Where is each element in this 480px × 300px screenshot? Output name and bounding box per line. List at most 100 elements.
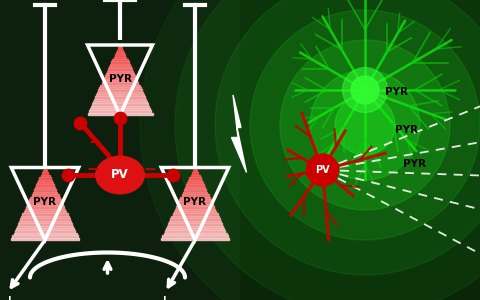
Circle shape bbox=[280, 40, 450, 210]
Bar bbox=[30, 196, 60, 199]
Circle shape bbox=[215, 0, 480, 275]
Bar bbox=[169, 221, 221, 223]
Bar bbox=[36, 184, 54, 187]
Bar bbox=[95, 96, 145, 99]
Bar bbox=[19, 221, 71, 223]
Circle shape bbox=[140, 0, 480, 300]
Bar bbox=[171, 216, 218, 218]
Bar bbox=[38, 180, 52, 182]
Bar bbox=[18, 223, 72, 226]
Bar bbox=[115, 54, 125, 57]
Bar bbox=[106, 73, 134, 75]
Text: +: + bbox=[158, 294, 170, 300]
Bar bbox=[116, 52, 124, 54]
Bar bbox=[107, 71, 133, 73]
Bar bbox=[176, 206, 214, 208]
Text: +: + bbox=[3, 294, 15, 300]
Circle shape bbox=[307, 154, 338, 186]
Bar bbox=[175, 208, 215, 211]
Bar bbox=[103, 80, 137, 82]
Bar bbox=[89, 110, 151, 113]
Bar bbox=[180, 196, 210, 199]
Bar bbox=[181, 194, 208, 196]
Bar bbox=[108, 68, 132, 71]
Bar bbox=[112, 59, 128, 61]
Bar bbox=[34, 189, 56, 192]
Bar bbox=[32, 194, 59, 196]
Text: −: − bbox=[144, 163, 156, 178]
Bar bbox=[97, 92, 143, 94]
Bar bbox=[117, 50, 123, 52]
Text: PYR: PYR bbox=[183, 197, 206, 207]
Bar bbox=[93, 101, 147, 103]
Bar bbox=[240, 0, 480, 300]
Bar bbox=[20, 218, 70, 221]
Bar bbox=[192, 172, 198, 175]
Bar bbox=[99, 87, 141, 89]
Bar bbox=[111, 61, 129, 64]
Bar bbox=[194, 167, 196, 170]
Bar bbox=[23, 213, 68, 216]
Bar bbox=[182, 192, 207, 194]
Bar bbox=[14, 230, 75, 233]
Bar bbox=[43, 170, 47, 172]
Bar bbox=[87, 113, 153, 115]
Text: PYR: PYR bbox=[34, 197, 57, 207]
Bar bbox=[119, 45, 121, 47]
Bar bbox=[167, 226, 223, 228]
Bar bbox=[170, 218, 220, 221]
Bar bbox=[37, 182, 53, 184]
Bar bbox=[186, 184, 204, 187]
Bar bbox=[17, 226, 73, 228]
Circle shape bbox=[310, 70, 420, 180]
Bar bbox=[178, 201, 212, 204]
Bar bbox=[109, 66, 131, 68]
Bar bbox=[0, 0, 240, 300]
Text: PYR: PYR bbox=[108, 74, 132, 84]
Ellipse shape bbox=[95, 155, 145, 194]
Bar bbox=[90, 108, 150, 110]
Bar bbox=[190, 177, 201, 180]
Bar bbox=[118, 47, 122, 50]
Bar bbox=[161, 238, 229, 240]
Bar bbox=[104, 78, 136, 80]
Text: PYR: PYR bbox=[385, 88, 408, 98]
Bar bbox=[184, 189, 206, 192]
Bar bbox=[91, 106, 149, 108]
Bar bbox=[172, 213, 217, 216]
Bar bbox=[113, 57, 127, 59]
Polygon shape bbox=[231, 95, 247, 172]
Bar bbox=[35, 187, 55, 189]
Bar bbox=[98, 89, 142, 92]
Bar bbox=[166, 228, 224, 230]
Bar bbox=[12, 235, 78, 238]
Bar bbox=[168, 223, 222, 226]
Circle shape bbox=[351, 76, 379, 104]
Bar bbox=[28, 201, 62, 204]
Bar bbox=[22, 216, 69, 218]
Bar bbox=[96, 94, 144, 96]
Circle shape bbox=[250, 10, 480, 240]
Text: PYR: PYR bbox=[395, 125, 418, 135]
Bar bbox=[13, 233, 76, 235]
Bar bbox=[24, 211, 66, 213]
Bar bbox=[11, 238, 79, 240]
Bar bbox=[44, 167, 46, 170]
Bar bbox=[191, 175, 200, 177]
Circle shape bbox=[175, 0, 480, 300]
Bar bbox=[33, 192, 58, 194]
Circle shape bbox=[335, 95, 395, 155]
Bar bbox=[179, 199, 211, 201]
Bar bbox=[164, 233, 227, 235]
Bar bbox=[29, 199, 61, 201]
Text: −: − bbox=[89, 135, 101, 150]
Text: PV: PV bbox=[315, 165, 330, 175]
Bar bbox=[177, 204, 213, 206]
Bar bbox=[188, 180, 202, 182]
Bar bbox=[162, 235, 228, 238]
Bar bbox=[110, 64, 130, 66]
Bar bbox=[92, 103, 148, 106]
Circle shape bbox=[343, 68, 387, 112]
Bar bbox=[42, 172, 48, 175]
Text: −: − bbox=[86, 163, 99, 178]
